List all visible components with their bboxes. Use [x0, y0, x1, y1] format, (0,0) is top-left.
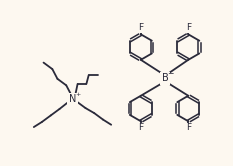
- Text: F: F: [186, 23, 191, 32]
- Text: F: F: [138, 123, 143, 132]
- Text: N: N: [69, 94, 76, 104]
- Text: +: +: [76, 92, 81, 97]
- Text: F: F: [186, 123, 191, 132]
- Text: F: F: [138, 23, 143, 32]
- Text: B: B: [162, 73, 168, 83]
- Text: −: −: [167, 69, 173, 78]
